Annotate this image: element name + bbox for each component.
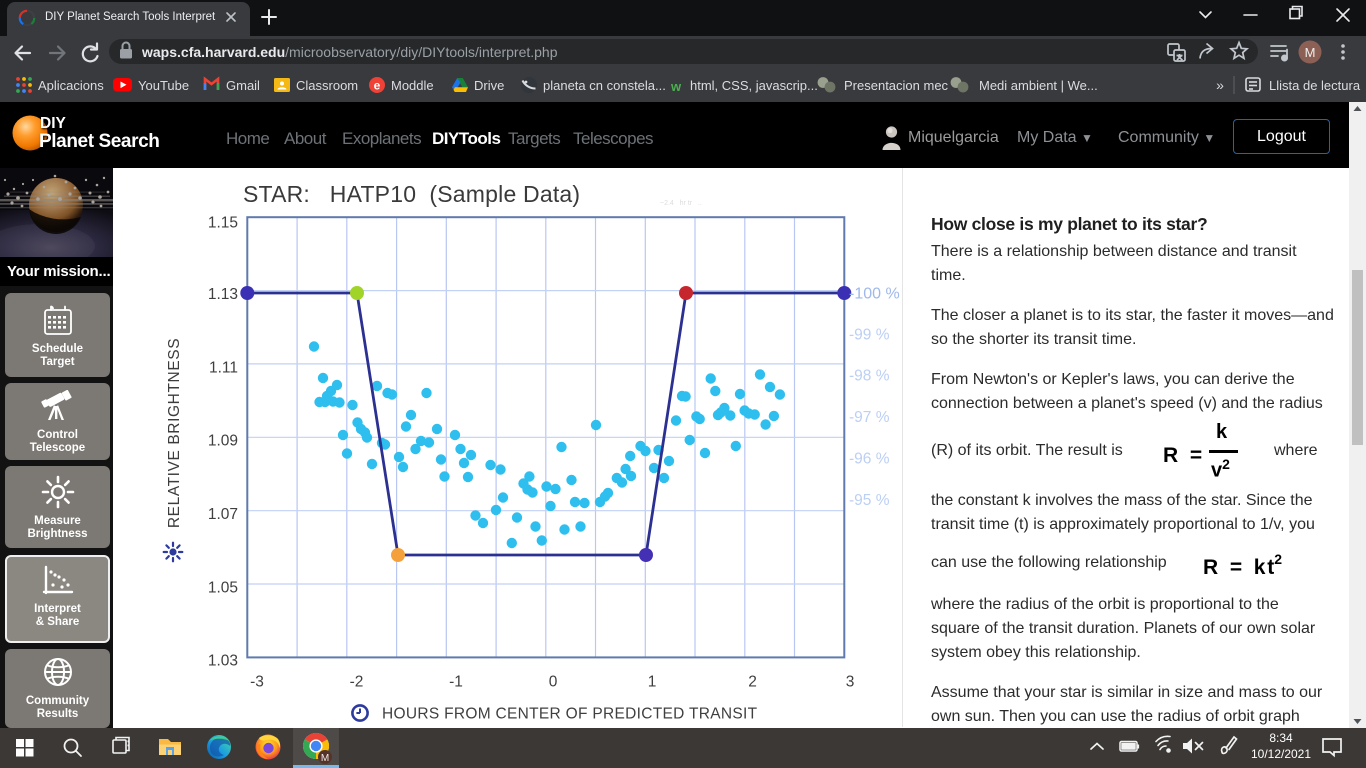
svg-text:-3: -3	[250, 674, 264, 691]
svg-text:w: w	[670, 79, 682, 94]
svg-text:1.09: 1.09	[208, 433, 238, 450]
svg-text:1.11: 1.11	[209, 360, 238, 377]
svg-text:-95 %: -95 %	[849, 492, 890, 509]
svg-text:»: »	[1216, 77, 1224, 93]
svg-text:-96 %: -96 %	[849, 451, 890, 468]
svg-text:1: 1	[648, 674, 657, 691]
svg-text:1.03: 1.03	[208, 653, 238, 670]
svg-text:1.05: 1.05	[208, 580, 238, 597]
svg-text:STAR: HATP10 (Sample Data): STAR: HATP10 (Sample Data)	[243, 181, 580, 207]
svg-text:M: M	[321, 753, 329, 764]
svg-text:DIY: DIY	[40, 115, 67, 132]
svg-text:HOURS FROM CENTER OF PREDICTED: HOURS FROM CENTER OF PREDICTED TRANSIT	[382, 706, 758, 723]
svg-text:1.15: 1.15	[208, 215, 238, 232]
svg-text:1.13: 1.13	[208, 286, 238, 303]
svg-text:M: M	[1305, 45, 1316, 60]
svg-text:-2: -2	[350, 674, 364, 691]
svg-text:-97 %: -97 %	[849, 409, 890, 426]
svg-text:2: 2	[748, 674, 757, 691]
svg-text:~2.4 hr tr ..: ~2.4 hr tr ..	[660, 200, 702, 207]
svg-text:Planet Search: Planet Search	[39, 131, 159, 152]
svg-text:0: 0	[549, 674, 558, 691]
svg-text:-99 %: -99 %	[849, 326, 890, 343]
svg-text:3: 3	[846, 674, 855, 691]
svg-text:e: e	[374, 79, 381, 93]
svg-text:-100 %: -100 %	[849, 286, 900, 303]
svg-text:RELATIVE BRIGHTNESS: RELATIVE BRIGHTNESS	[166, 338, 183, 528]
svg-text:-98 %: -98 %	[849, 368, 890, 385]
svg-text:1.07: 1.07	[208, 506, 238, 523]
svg-text:-1: -1	[449, 674, 463, 691]
